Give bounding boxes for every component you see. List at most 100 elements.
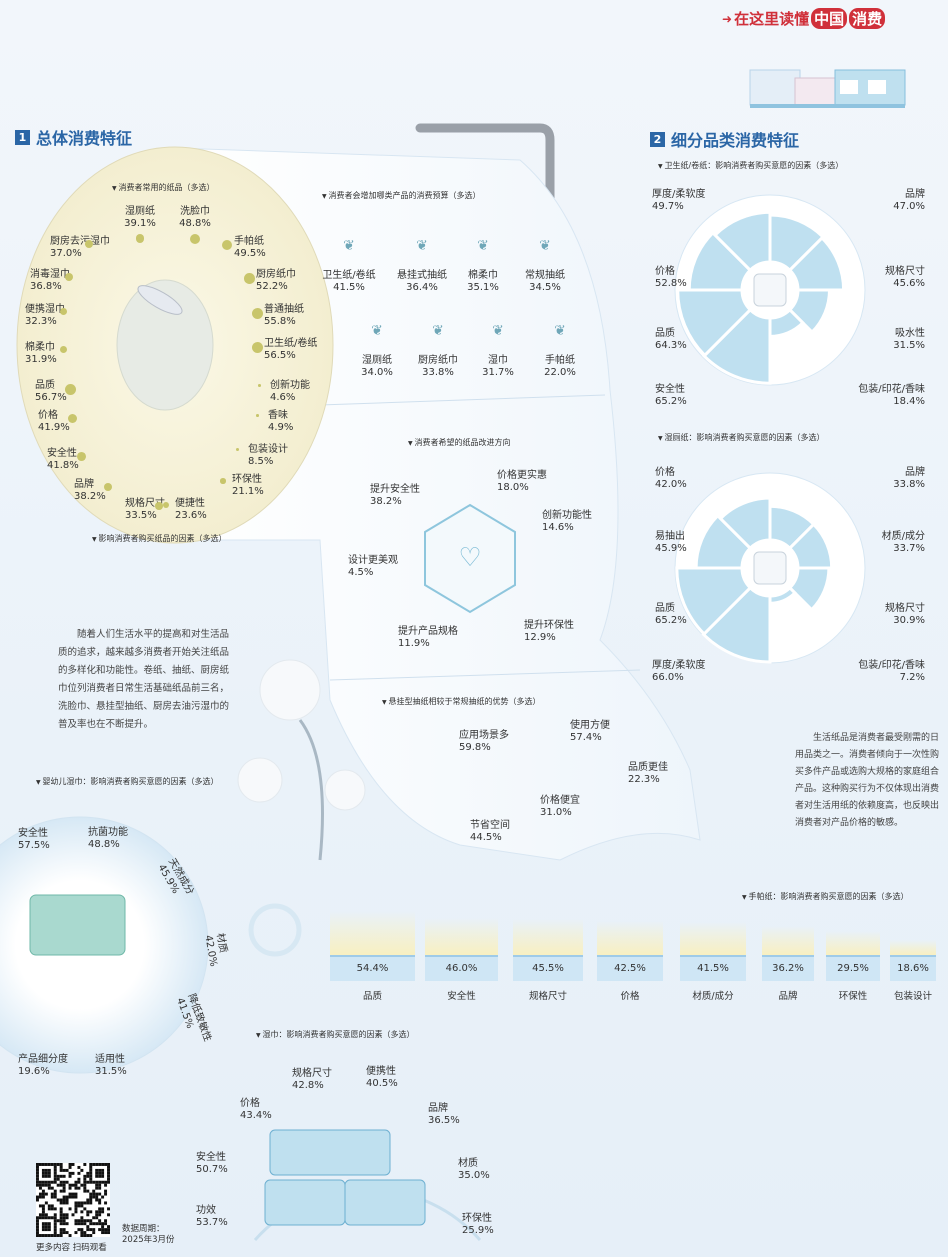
handkerchief-bar <box>330 911 415 955</box>
item-value: 31.7% <box>482 367 514 378</box>
qr-code[interactable] <box>36 1163 110 1237</box>
item-value: 40.5% <box>366 1078 398 1089</box>
item-value: 4.5% <box>348 567 374 578</box>
wet-wipes-item: 便携性 40.5% <box>366 1066 398 1090</box>
handkerchief-label: 材质/成分 <box>692 991 734 1002</box>
item-value: 57.5% <box>18 840 50 851</box>
item-value: 35.1% <box>467 282 499 293</box>
item-label: 厨房去污湿巾 <box>50 236 110 247</box>
item-value: 31.0% <box>540 807 572 818</box>
roll-papers-item: 便携湿巾 32.3% <box>25 304 65 328</box>
budget-item: 常规抽纸 34.5% <box>525 270 565 294</box>
purchase-factors-title: 影响消费者购买纸品的因素（多选） <box>92 533 227 544</box>
item-value: 31.5% <box>893 340 925 351</box>
item-value: 41.8% <box>47 460 79 471</box>
item-value: 31.9% <box>25 354 57 365</box>
radar-sector <box>768 213 826 273</box>
purchase-factors-item: 品牌 38.2% <box>74 479 106 503</box>
item-value: 57.4% <box>570 732 602 743</box>
radar-sector <box>694 513 753 570</box>
item-label: 便携性 <box>366 1066 396 1077</box>
handkerchief-value: 42.5% <box>597 955 663 981</box>
wet-toilet-paper-item: 易抽出 45.9% <box>655 531 687 555</box>
item-value: 56.7% <box>35 392 67 403</box>
wet-wipes-title: 湿巾：影响消费者购买意愿的因素（多选） <box>256 1029 415 1040</box>
toilet-paper-item: 价格 52.8% <box>655 266 687 290</box>
item-label: 设计更美观 <box>348 555 398 566</box>
item-value: 49.5% <box>234 248 266 259</box>
roll-papers-item: 普通抽纸 55.8% <box>264 304 304 328</box>
radar-sector <box>787 235 846 292</box>
item-label: 湿厕纸 <box>362 355 392 366</box>
intro-paragraph: 随着人们生活水平的提高和对生活品质的追求，越来越多消费者开始关注纸品的多样化和功… <box>58 629 230 730</box>
roll-papers-item: 消毒湿巾 36.8% <box>30 269 70 293</box>
handkerchief-label: 品质 <box>362 991 382 1002</box>
roll-papers-item: 卫生纸/卷纸 56.5% <box>264 338 317 362</box>
wet-toilet-paper-item: 厚度/柔软度 66.0% <box>652 660 705 684</box>
item-label: 厨房纸巾 <box>256 269 296 280</box>
purchase-factors-item: 便捷性 23.6% <box>175 498 207 522</box>
item-label: 环保性 <box>462 1213 492 1224</box>
item-value: 36.8% <box>30 281 62 292</box>
handkerchief-value: 54.4% <box>330 955 415 981</box>
item-label: 提升环保性 <box>524 620 574 631</box>
value-dot <box>104 483 113 492</box>
wet-toilet-paper-radar-chart <box>674 472 866 664</box>
leaf-icon: ❦ <box>371 323 383 339</box>
item-label: 适用性 <box>95 1054 125 1065</box>
item-label: 品质 <box>35 380 55 391</box>
item-value: 7.2% <box>899 672 925 683</box>
purchase-factors-item: 香味 4.9% <box>268 410 293 434</box>
radar-sector <box>787 288 832 335</box>
value-dot <box>189 234 201 245</box>
item-value: 12.9% <box>524 632 556 643</box>
value-dot <box>65 273 74 282</box>
wet-toilet-paper-item: 规格尺寸 30.9% <box>885 603 925 627</box>
item-label: 产品细分度 <box>18 1054 68 1065</box>
roll-papers-item: 手帕纸 49.5% <box>234 236 266 260</box>
wet-wipes-item: 功效 53.7% <box>196 1205 228 1229</box>
item-value: 22.3% <box>628 774 660 785</box>
baby-wipes-item: 安全性 57.5% <box>18 828 50 852</box>
item-label: 抗菌功能 <box>88 827 128 838</box>
product-icon <box>753 273 787 307</box>
item-value: 4.9% <box>268 422 294 433</box>
item-label: 品牌 <box>905 189 925 200</box>
qr-caption: 更多内容 扫码观看 <box>36 1243 107 1253</box>
baby-wipes-item: 适用性 31.5% <box>95 1054 127 1078</box>
budget-item: 厨房纸巾 33.8% <box>418 355 458 379</box>
improvements-title: 消费者希望的纸品改进方向 <box>408 437 511 448</box>
item-value: 18.4% <box>893 396 925 407</box>
value-dot <box>256 414 259 417</box>
item-label: 价格更实惠 <box>497 470 547 481</box>
item-value: 59.8% <box>459 742 491 753</box>
wet-toilet-paper-item: 材质/成分 33.7% <box>882 531 925 555</box>
item-value: 41.9% <box>38 422 70 433</box>
radar-sector <box>675 566 753 637</box>
item-label: 品牌 <box>905 467 925 478</box>
handkerchief-value: 46.0% <box>425 955 498 981</box>
handkerchief-label: 安全性 <box>447 991 476 1002</box>
handkerchief-label: 环保性 <box>838 991 868 1002</box>
budget-item: 湿厕纸 34.0% <box>361 355 393 379</box>
radar-sector <box>787 522 834 570</box>
toilet-paper-item: 品牌 47.0% <box>893 189 925 213</box>
hanging-item: 节省空间 44.5% <box>470 820 510 844</box>
item-value: 36.5% <box>428 1115 460 1126</box>
item-value: 37.0% <box>50 248 82 259</box>
leaf-icon: ❦ <box>416 238 428 254</box>
item-label: 规格尺寸 <box>885 266 925 277</box>
budget-title: 消费者会增加哪类产品的消费预算（多选） <box>322 190 481 201</box>
value-dot <box>252 308 264 320</box>
budget-item: 湿巾 31.7% <box>482 355 514 379</box>
item-label: 使用方便 <box>570 720 610 731</box>
roll-papers-item: 棉柔巾 31.9% <box>25 342 57 366</box>
wet-wipes-item: 材质 35.0% <box>458 1158 490 1182</box>
budget-item: 棉柔巾 35.1% <box>467 270 499 294</box>
wet-toilet-paper-title: 湿厕纸：影响消费者购买意愿的因素（多选） <box>658 432 825 443</box>
item-label: 棉柔巾 <box>25 342 55 353</box>
radar-sector <box>787 566 831 612</box>
item-label: 便捷性 <box>175 498 205 509</box>
header-prefix: 在这里读懂 <box>734 10 810 28</box>
